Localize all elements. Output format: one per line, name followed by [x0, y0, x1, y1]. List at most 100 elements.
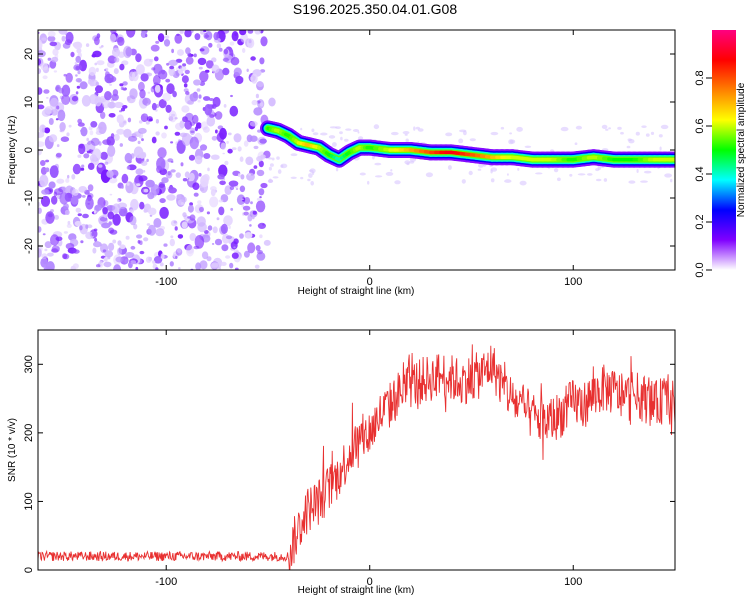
noise-speckle: [189, 172, 195, 182]
noise-speckle: [101, 222, 111, 229]
noise-speckle: [103, 257, 108, 262]
snr-line: [38, 344, 675, 570]
noise-speckle: [344, 138, 349, 142]
noise-speckle: [66, 223, 72, 228]
noise-speckle: [63, 73, 67, 77]
snr-line-group: [38, 344, 675, 570]
noise-speckle: [177, 49, 184, 56]
noise-speckle: [206, 115, 216, 127]
noise-speckle: [87, 162, 95, 170]
noise-speckle: [463, 130, 467, 136]
noise-speckle: [256, 252, 266, 261]
noise-speckle: [222, 57, 229, 62]
noise-speckle: [207, 167, 210, 172]
noise-speckle: [210, 154, 220, 160]
noise-speckle: [178, 267, 181, 270]
noise-speckle: [133, 223, 138, 230]
noise-speckle: [490, 167, 498, 172]
noise-speckle: [241, 198, 244, 201]
noise-speckle: [252, 210, 257, 215]
noise-speckle: [233, 246, 236, 249]
x-tick-label: -100: [155, 276, 177, 288]
noise-speckle: [269, 163, 274, 167]
noise-speckle: [49, 165, 59, 179]
noise-speckle: [85, 224, 89, 229]
noise-speckle: [56, 178, 65, 184]
noise-speckle: [137, 140, 141, 145]
noise-speckle: [120, 86, 124, 91]
noise-speckle: [220, 142, 226, 150]
noise-speckle: [208, 98, 214, 101]
noise-speckle: [184, 69, 190, 75]
noise-speckle: [82, 213, 89, 219]
noise-speckle: [164, 35, 170, 39]
noise-speckle: [41, 125, 45, 129]
noise-speckle: [104, 161, 109, 165]
noise-speckle: [99, 46, 102, 49]
noise-speckle: [38, 68, 42, 74]
noise-speckle: [149, 58, 154, 63]
noise-speckle: [138, 81, 145, 92]
noise-speckle: [506, 173, 509, 176]
noise-speckle: [167, 171, 171, 176]
noise-speckle: [136, 234, 143, 239]
noise-speckle: [271, 157, 275, 161]
x-tick-label: 100: [564, 576, 582, 588]
noise-speckle: [608, 127, 611, 130]
snr-frame: [37, 329, 676, 571]
noise-speckle: [253, 145, 259, 150]
noise-speckle: [222, 152, 225, 155]
noise-speckle: [211, 135, 218, 141]
noise-speckle: [108, 242, 115, 251]
noise-speckle: [153, 218, 162, 228]
noise-speckle: [38, 201, 41, 208]
noise-speckle: [44, 248, 48, 252]
noise-speckle: [300, 127, 303, 131]
noise-speckle: [170, 141, 174, 144]
noise-speckle: [97, 97, 104, 104]
snr-x-label: Height of straight line (km): [298, 585, 415, 596]
noise-speckle: [86, 137, 89, 142]
colorbar-label: Normalized spectral amplitude: [736, 82, 747, 217]
noise-speckle: [406, 162, 410, 166]
noise-speckle: [73, 41, 83, 50]
noise-speckle: [180, 202, 184, 205]
noise-speckle: [180, 65, 187, 72]
noise-speckle: [187, 204, 194, 213]
noise-speckle: [367, 180, 370, 185]
noise-speckle: [218, 267, 222, 270]
noise-speckle: [553, 168, 559, 173]
noise-speckle: [307, 178, 311, 182]
noise-speckle: [196, 88, 201, 92]
noise-speckle: [213, 31, 219, 41]
noise-speckle: [373, 124, 380, 130]
noise-speckle: [105, 67, 109, 72]
noise-speckle: [68, 124, 72, 128]
noise-speckle: [189, 214, 196, 221]
noise-speckle: [524, 145, 532, 148]
noise-speckle: [209, 114, 215, 118]
noise-speckle: [239, 185, 246, 193]
noise-speckle: [242, 205, 251, 211]
noise-speckle: [117, 247, 122, 256]
noise-speckle: [601, 124, 608, 129]
noise-speckle: [77, 70, 81, 75]
noise-speckle: [96, 127, 100, 133]
noise-speckle: [135, 64, 145, 75]
noise-speckle: [228, 180, 239, 187]
noise-speckle: [248, 39, 252, 44]
noise-speckle: [340, 136, 343, 141]
noise-speckle: [211, 57, 217, 63]
noise-speckle: [335, 126, 341, 129]
noise-speckle: [89, 94, 99, 105]
noise-speckle: [123, 128, 132, 138]
colorbar-tick-label: 0.2: [694, 214, 706, 229]
noise-speckle: [151, 67, 156, 71]
spectrogram-x-label: Height of straight line (km): [298, 286, 415, 297]
noise-speckle: [247, 30, 254, 34]
noise-speckle: [224, 160, 229, 166]
snr-x-ticks: -100 0 100: [155, 330, 582, 588]
noise-speckle: [117, 36, 125, 47]
noise-speckle: [121, 173, 129, 184]
noise-speckle: [96, 60, 105, 66]
